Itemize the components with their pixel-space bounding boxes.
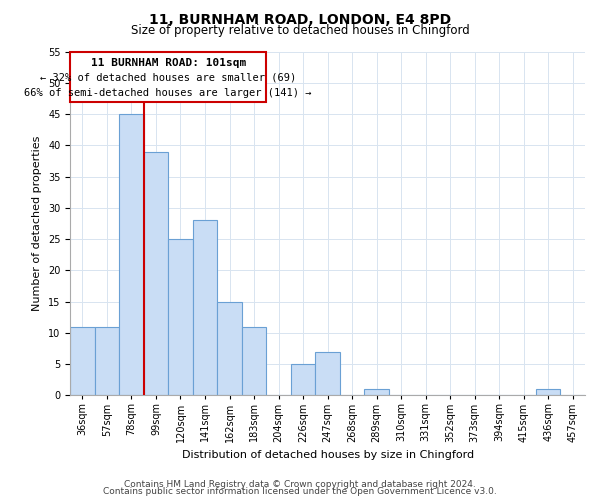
Text: 11 BURNHAM ROAD: 101sqm: 11 BURNHAM ROAD: 101sqm — [91, 58, 246, 68]
Bar — [291, 364, 316, 396]
Text: Contains public sector information licensed under the Open Government Licence v3: Contains public sector information licen… — [103, 487, 497, 496]
Bar — [144, 152, 168, 396]
Text: 11, BURNHAM ROAD, LONDON, E4 8PD: 11, BURNHAM ROAD, LONDON, E4 8PD — [149, 12, 451, 26]
Bar — [70, 326, 95, 396]
Bar — [316, 352, 340, 396]
Bar — [193, 220, 217, 396]
Bar — [217, 302, 242, 396]
Bar — [364, 389, 389, 396]
Text: ← 32% of detached houses are smaller (69): ← 32% of detached houses are smaller (69… — [40, 72, 296, 83]
Bar — [119, 114, 144, 396]
Bar — [242, 326, 266, 396]
Bar — [70, 52, 266, 102]
X-axis label: Distribution of detached houses by size in Chingford: Distribution of detached houses by size … — [182, 450, 473, 460]
Bar — [95, 326, 119, 396]
Y-axis label: Number of detached properties: Number of detached properties — [32, 136, 43, 311]
Text: 66% of semi-detached houses are larger (141) →: 66% of semi-detached houses are larger (… — [25, 88, 312, 98]
Text: Contains HM Land Registry data © Crown copyright and database right 2024.: Contains HM Land Registry data © Crown c… — [124, 480, 476, 489]
Text: Size of property relative to detached houses in Chingford: Size of property relative to detached ho… — [131, 24, 469, 37]
Bar — [536, 389, 560, 396]
Bar — [168, 239, 193, 396]
